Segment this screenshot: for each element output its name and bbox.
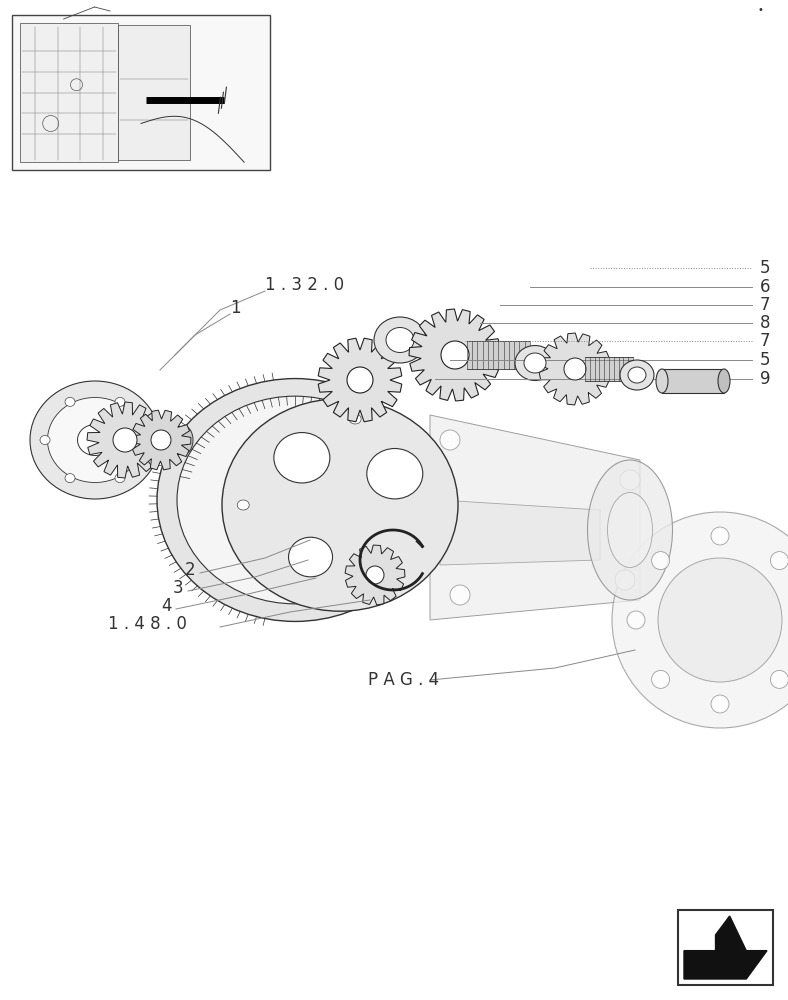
Ellipse shape [30,381,160,499]
Circle shape [711,695,729,713]
Ellipse shape [65,397,75,406]
Circle shape [450,585,470,605]
Ellipse shape [628,367,646,383]
Circle shape [652,552,670,570]
Circle shape [113,428,137,452]
Ellipse shape [620,360,654,390]
Polygon shape [539,333,611,405]
Circle shape [652,670,670,688]
Circle shape [564,358,586,380]
Text: 1 . 3 2 . 0: 1 . 3 2 . 0 [265,276,344,294]
Ellipse shape [288,537,333,577]
Text: 5: 5 [760,351,771,369]
Polygon shape [131,410,191,470]
Ellipse shape [588,460,672,600]
Circle shape [347,367,373,393]
Ellipse shape [374,317,426,363]
Text: 5: 5 [760,259,771,277]
Text: 4: 4 [161,597,172,615]
Text: 7: 7 [760,332,771,350]
Ellipse shape [77,424,113,456]
Polygon shape [430,415,640,620]
Bar [20,23,118,162]
Text: 6: 6 [760,278,771,296]
Circle shape [440,430,460,450]
Circle shape [151,430,171,450]
Ellipse shape [656,369,668,393]
Text: 3: 3 [173,579,184,597]
Circle shape [658,558,782,682]
Ellipse shape [608,492,652,568]
Ellipse shape [237,500,249,510]
Polygon shape [409,309,501,401]
Circle shape [612,512,788,728]
Text: •: • [757,5,763,15]
Text: 9: 9 [760,370,771,388]
Polygon shape [87,402,163,478]
Text: 8: 8 [760,314,771,332]
Ellipse shape [222,399,458,611]
Bar [103,426,180,454]
Bar [678,910,773,985]
Circle shape [615,570,635,590]
Ellipse shape [515,346,555,380]
Ellipse shape [349,414,361,424]
Bar [118,25,190,160]
Ellipse shape [175,426,193,454]
Ellipse shape [40,436,50,444]
Circle shape [627,611,645,629]
Ellipse shape [524,353,546,373]
Ellipse shape [366,449,423,499]
Text: P A G . 4: P A G . 4 [368,671,439,689]
Circle shape [441,341,469,369]
Text: 1 . 4 8 . 0: 1 . 4 8 . 0 [108,615,187,633]
Ellipse shape [47,397,143,483]
Ellipse shape [140,436,150,444]
Bar [467,341,530,369]
Ellipse shape [386,328,414,353]
Text: 2: 2 [185,561,195,579]
Polygon shape [345,545,405,605]
Circle shape [620,470,640,490]
Bar [12,15,270,170]
Ellipse shape [115,474,125,483]
Ellipse shape [157,379,433,621]
Polygon shape [318,338,402,422]
Text: 1: 1 [230,299,240,317]
Ellipse shape [177,396,413,604]
Circle shape [771,552,788,570]
Text: 7: 7 [760,296,771,314]
Ellipse shape [718,369,730,393]
Ellipse shape [115,397,125,406]
Bar [585,357,633,381]
Ellipse shape [65,474,75,483]
Bar [662,369,724,393]
Ellipse shape [274,433,330,483]
Circle shape [771,670,788,688]
Circle shape [711,527,729,545]
Polygon shape [440,500,600,565]
Polygon shape [684,916,767,979]
Circle shape [366,566,384,584]
Ellipse shape [378,578,390,588]
